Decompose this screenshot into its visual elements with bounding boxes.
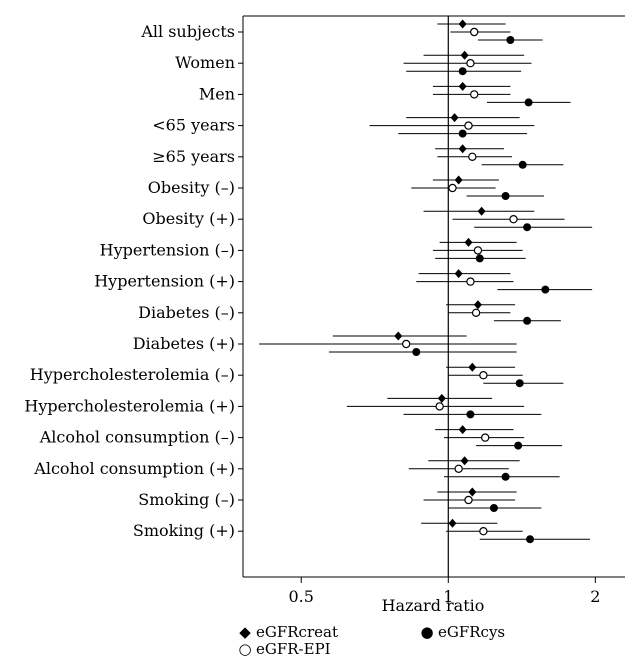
point-estimate-open-circle	[466, 59, 475, 68]
point-estimate-filled-circle	[412, 348, 421, 356]
point-estimate-filled-circle	[524, 98, 533, 107]
row-label: Obesity (–)	[148, 178, 235, 197]
point-estimate-diamond	[464, 237, 473, 247]
row-label: Alcohol consumption (+)	[33, 459, 235, 478]
x-tick-label: 0.5	[288, 587, 313, 606]
row-label: Smoking (+)	[133, 521, 235, 540]
x-tick-label: 2	[590, 587, 600, 606]
point-estimate-open-circle	[479, 371, 488, 380]
point-estimate-open-circle	[470, 27, 479, 37]
point-estimate-diamond	[460, 50, 469, 60]
row-labels: All subjects Women Men <65 years ≥65 years Ob…	[24, 22, 243, 540]
diamond-marker-icon: ◆	[239, 623, 251, 641]
point-estimate-diamond	[468, 362, 477, 372]
row-label: Hypertension (+)	[94, 272, 235, 291]
legend-item-egfr-epi: ○ eGFR-EPI	[238, 640, 331, 658]
point-estimate-diamond	[394, 331, 403, 341]
point-estimate-open-circle	[401, 339, 411, 349]
row-label: Hypertension (–)	[100, 240, 235, 259]
row-label: Obesity (+)	[142, 209, 235, 228]
point-estimate-open-circle	[509, 214, 518, 224]
point-estimate-filled-circle	[506, 36, 515, 44]
point-estimate-diamond	[450, 113, 459, 123]
row-label: <65 years	[152, 116, 235, 135]
row-label: ≥65 years	[152, 147, 235, 166]
point-estimate-filled-circle	[514, 441, 523, 450]
point-estimate-open-circle	[435, 402, 444, 411]
point-estimate-diamond	[468, 487, 477, 497]
point-estimate-open-circle	[480, 433, 490, 442]
point-estimate-diamond	[458, 144, 467, 154]
chart-marks	[259, 19, 593, 544]
point-estimate-diamond	[437, 393, 446, 403]
row-label: Hypercholesterolemia (–)	[30, 365, 235, 384]
filled-circle-marker-icon: ●	[420, 623, 434, 641]
point-estimate-filled-circle	[489, 504, 498, 512]
point-estimate-open-circle	[448, 183, 457, 193]
point-estimate-open-circle	[479, 527, 488, 536]
point-estimate-diamond	[458, 425, 467, 435]
point-estimate-filled-circle	[523, 316, 532, 325]
point-estimate-diamond	[448, 518, 457, 528]
x-axis-label: Hazard ratio	[382, 596, 485, 615]
x-tick-label: 1	[443, 587, 453, 606]
legend-label: eGFR-EPI	[256, 640, 331, 658]
point-estimate-filled-circle	[526, 535, 535, 544]
point-estimate-filled-circle	[523, 223, 532, 232]
point-estimate-open-circle	[468, 152, 477, 161]
point-estimate-filled-circle	[458, 67, 467, 76]
legend-item-egfrcreat: ◆ eGFRcreat	[238, 623, 338, 641]
point-estimate-diamond	[460, 456, 469, 466]
row-label: Alcohol consumption (–)	[39, 428, 235, 447]
point-estimate-open-circle	[454, 464, 463, 473]
point-estimate-open-circle	[470, 90, 479, 99]
legend-item-egfrcys: ● eGFRcys	[420, 623, 505, 641]
point-estimate-filled-circle	[501, 472, 510, 481]
point-estimate-filled-circle	[501, 192, 510, 200]
point-estimate-filled-circle	[466, 410, 475, 419]
point-estimate-diamond	[454, 175, 463, 185]
legend-label: eGFRcys	[438, 623, 506, 641]
row-label: Diabetes (–)	[138, 303, 235, 322]
point-estimate-filled-circle	[518, 160, 527, 169]
point-estimate-open-circle	[464, 121, 473, 130]
row-label: All subjects	[140, 22, 235, 41]
legend-label: eGFRcreat	[256, 623, 338, 641]
x-axis: 0.5 1 2	[288, 577, 600, 606]
open-circle-marker-icon: ○	[238, 640, 252, 658]
point-estimate-filled-circle	[515, 379, 524, 388]
row-label: Diabetes (+)	[133, 334, 235, 353]
row-label: Hypercholesterolemia (+)	[24, 396, 235, 415]
point-estimate-filled-circle	[541, 285, 550, 294]
point-estimate-diamond	[473, 300, 482, 310]
point-estimate-diamond	[477, 206, 486, 216]
point-estimate-diamond	[458, 81, 467, 91]
row-label: Smoking (–)	[138, 490, 235, 509]
point-estimate-diamond	[454, 269, 463, 279]
point-estimate-open-circle	[471, 308, 481, 317]
point-estimate-filled-circle	[458, 129, 467, 138]
row-label: Women	[175, 53, 235, 72]
point-estimate-diamond	[458, 19, 467, 29]
point-estimate-filled-circle	[475, 254, 484, 263]
plot-frame	[242, 15, 625, 578]
point-estimate-open-circle	[473, 246, 483, 255]
point-estimate-open-circle	[464, 495, 473, 505]
row-label: Men	[199, 84, 235, 103]
point-estimate-open-circle	[466, 277, 475, 286]
